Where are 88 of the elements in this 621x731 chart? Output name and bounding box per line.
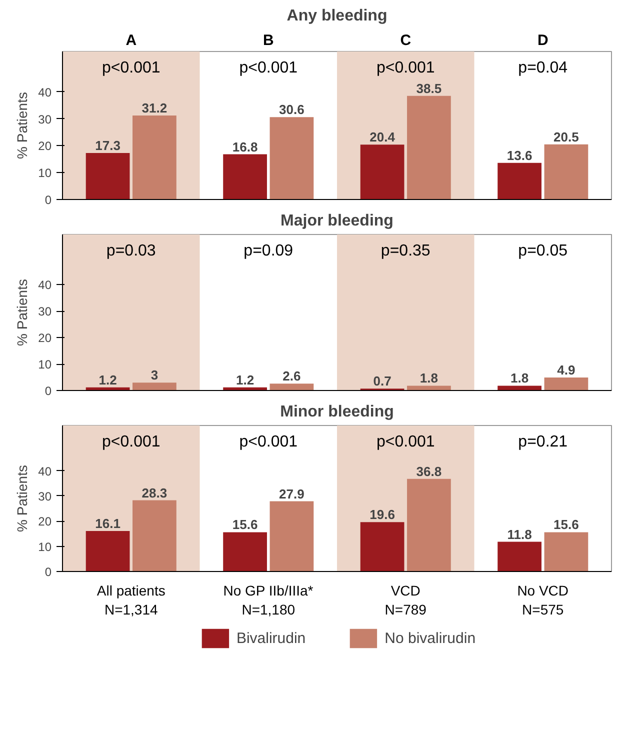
data-label: 15.6 [554, 517, 579, 532]
bar [498, 162, 542, 200]
annotation: p=0.03 [106, 242, 156, 260]
x-tick-label: No VCD N=575 [517, 582, 569, 618]
bar [86, 530, 130, 572]
data-label: 31.2 [142, 100, 168, 116]
y-axis-title: % Patients [14, 279, 30, 346]
y-tick-label: 10 [38, 540, 52, 554]
bar [86, 152, 130, 200]
y-tick-label: 40 [38, 464, 52, 478]
text: A [126, 32, 137, 49]
bar [498, 386, 542, 390]
data-label: 17.3 [95, 138, 120, 153]
text: D [537, 32, 548, 49]
data-label: 36.8 [416, 464, 442, 479]
data-label: 1.2 [98, 372, 117, 388]
bar [132, 500, 176, 572]
legend-label: No bivalirudin [384, 630, 476, 646]
y-tick-label: 20 [38, 139, 52, 154]
annotation: p<0.001 [239, 434, 298, 450]
annotation: p<0.001 [239, 60, 298, 76]
bar [544, 378, 588, 390]
data-label: 19.6 [370, 507, 395, 522]
chart-title: Minor bleeding [280, 404, 394, 420]
y-tick-label: 10 [38, 358, 52, 372]
annotation: p<0.001 [376, 434, 435, 450]
chart-title: Major bleeding [280, 212, 394, 230]
data-label: 3 [150, 368, 158, 383]
data-label: 1.2 [236, 372, 254, 388]
data-label: 0.7 [373, 374, 392, 389]
data-label: 2.6 [282, 368, 301, 384]
x-tick-label: All patients N=1,314 [96, 582, 166, 618]
y-tick-label: 0 [44, 565, 52, 579]
data-label: 16.8 [232, 139, 258, 154]
data-label: 27.9 [279, 486, 304, 502]
y-tick-label: 40 [38, 278, 52, 292]
bar [407, 478, 451, 572]
bar [223, 154, 267, 200]
y-tick-label: 0 [44, 193, 52, 207]
bar [132, 382, 176, 390]
bar [360, 522, 404, 572]
y-tick-label: 30 [38, 304, 52, 319]
data-label: 4.9 [557, 362, 576, 378]
y-tick-label: 30 [38, 112, 52, 126]
data-label: 13.6 [506, 148, 532, 163]
data-label: 20.4 [370, 130, 396, 145]
text: C [400, 32, 412, 49]
data-label: 11.8 [507, 526, 532, 542]
bar [223, 532, 267, 572]
x-tick-label: VCD N=789 [384, 582, 427, 618]
annotation: p=0.04 [518, 60, 568, 76]
bar [270, 501, 314, 572]
y-tick-label: 20 [38, 514, 52, 529]
bar [360, 144, 404, 200]
y-axis-title: % Patients [14, 465, 30, 532]
bar [544, 532, 588, 572]
y-tick-label: 20 [38, 331, 52, 346]
annotation: p<0.001 [102, 434, 160, 450]
data-label: 1.8 [420, 370, 438, 386]
bar [498, 542, 542, 572]
legend-label: Bivalirudin [236, 630, 306, 646]
text: B [262, 32, 274, 49]
data-label: 30.6 [279, 102, 304, 118]
data-label: 1.8 [510, 370, 529, 386]
y-tick-label: 40 [38, 85, 52, 100]
data-label: 20.5 [554, 129, 579, 144]
y-tick-label: 30 [38, 489, 52, 504]
data-label: 38.5 [416, 80, 442, 96]
annotation: p=0.05 [518, 242, 568, 260]
bar [407, 96, 451, 200]
bar [544, 144, 588, 200]
annotation: p<0.001 [376, 60, 435, 76]
annotation: p=0.35 [380, 242, 430, 260]
bar [270, 384, 314, 390]
bar [407, 386, 451, 390]
annotation: p<0.001 [102, 60, 160, 76]
y-tick-label: 10 [38, 166, 52, 180]
y-axis-title: % Patients [14, 92, 30, 159]
chart-title: Any bleeding [286, 8, 388, 24]
bar [132, 116, 176, 200]
data-label: 15.6 [232, 517, 258, 532]
annotation: p=0.21 [518, 434, 568, 450]
x-tick-label: No GP IIb/IIIa* N=1,180 [223, 582, 314, 618]
y-tick-label: 0 [44, 384, 52, 398]
data-label: 16.1 [95, 516, 120, 531]
bar [270, 117, 314, 200]
annotation: p=0.09 [244, 242, 294, 260]
data-label: 28.3 [142, 485, 168, 500]
